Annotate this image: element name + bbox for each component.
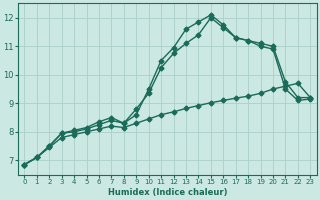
X-axis label: Humidex (Indice chaleur): Humidex (Indice chaleur) <box>108 188 227 197</box>
